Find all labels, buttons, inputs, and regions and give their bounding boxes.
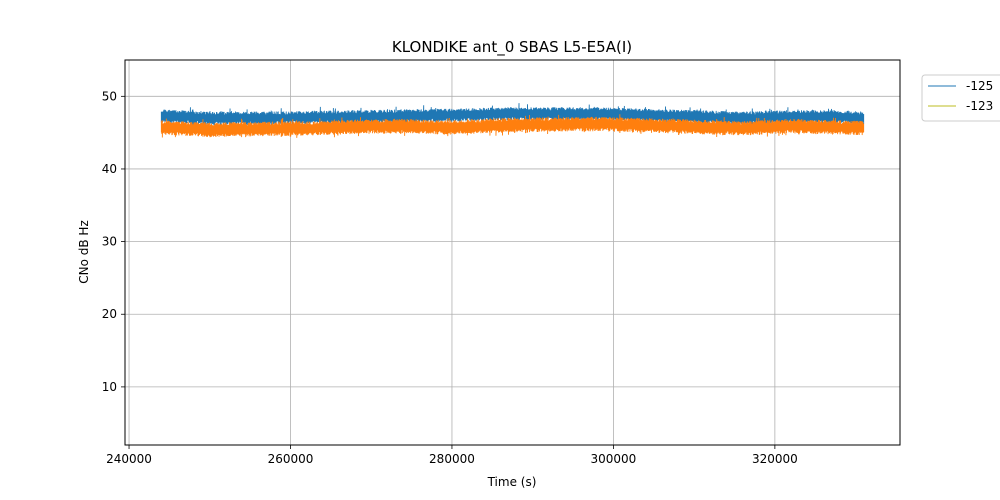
axes-frame [124,59,901,446]
x-tick-label: 280000 [429,452,475,466]
y-tick-label: 20 [102,307,117,321]
legend-label--123: -123 [966,99,993,113]
legend-frame [921,74,1000,122]
plot-series [160,103,865,138]
x-tick-label: 300000 [591,452,637,466]
series-line--123 [160,114,865,138]
x-tick-label: 320000 [752,452,798,466]
y-tick-label: 50 [102,89,117,103]
y-tick-label: 40 [102,162,117,176]
x-axis-label: Time (s) [487,475,537,489]
y-axis-label: CNo dB Hz [77,220,91,284]
legend: -125 -123 [921,74,1000,122]
chart-title: KLONDIKE ant_0 SBAS L5-E5A(I) [392,38,632,57]
x-tick-label: 260000 [268,452,314,466]
x-tick-label: 240000 [106,452,152,466]
ticks: 240000 260000 280000 300000 320000 10 20 30 40 50 [102,89,798,466]
series-line--125 [160,103,865,128]
y-tick-label: 10 [102,380,117,394]
y-tick-label: 30 [102,235,117,249]
legend-label--125: -125 [966,79,993,93]
